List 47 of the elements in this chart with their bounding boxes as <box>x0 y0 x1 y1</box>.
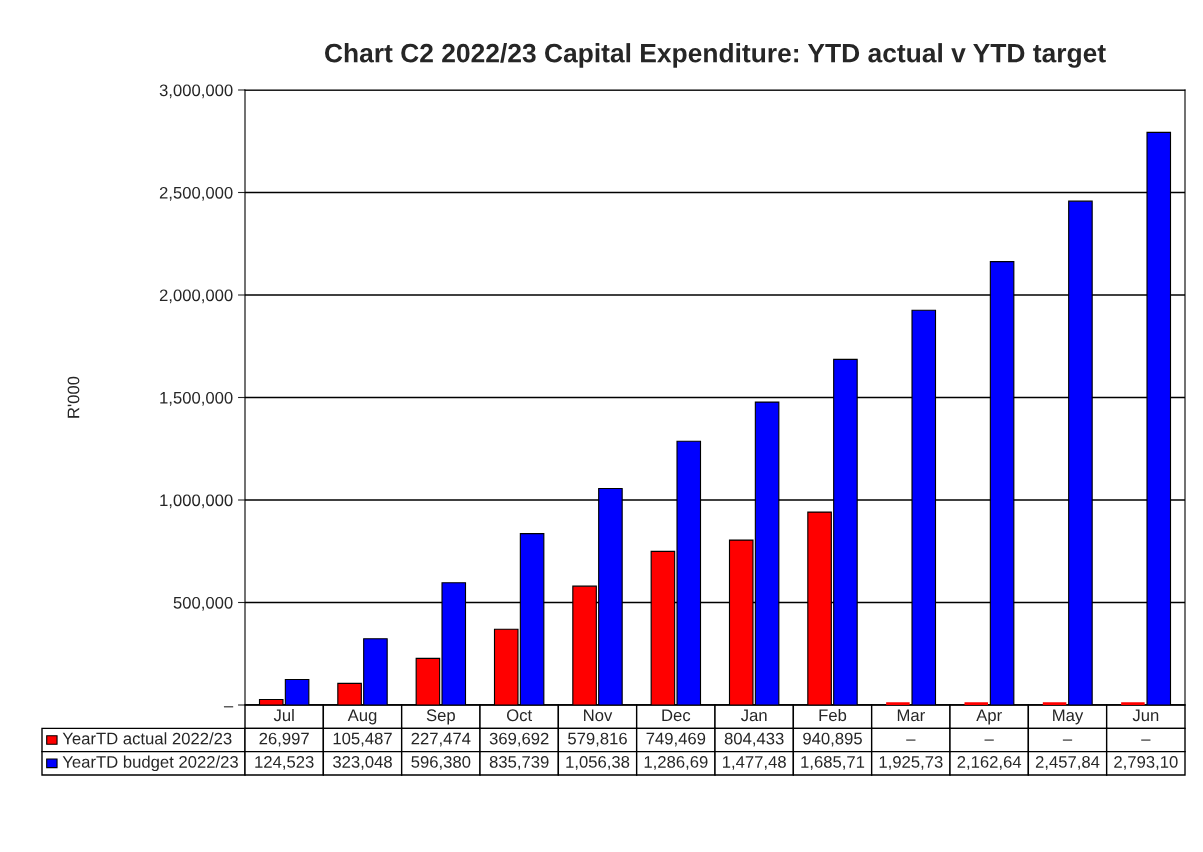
data-label: 940,895 <box>803 732 862 747</box>
y-tick-label: 1,500,000 <box>160 391 233 406</box>
data-label: 124,523 <box>255 756 314 770</box>
y-tick-label: – <box>223 706 234 708</box>
data-label: 596,380 <box>411 756 471 770</box>
x-tick-label: Feb <box>819 708 847 722</box>
y-tick-label: 1,000,000 <box>160 494 233 509</box>
x-tick-label: Dec <box>662 709 691 722</box>
data-label: 1,685,71 <box>801 756 865 770</box>
data-label: – <box>906 739 916 741</box>
data-label: 105,487 <box>333 732 392 747</box>
x-tick-label: Jan <box>740 709 767 722</box>
x-tick-label: Apr <box>976 709 1002 725</box>
data-label: 2,457,84 <box>1035 756 1100 770</box>
y-tick-label: 500,000 <box>173 596 233 611</box>
data-label: 579,816 <box>568 732 627 747</box>
data-label: 835,739 <box>489 756 549 770</box>
data-label: – <box>1141 739 1151 741</box>
x-tick-label: Jun <box>1132 709 1159 722</box>
data-label: 1,925,73 <box>879 756 943 770</box>
x-tick-label: Sep <box>426 709 455 725</box>
data-label: 26,997 <box>259 732 309 747</box>
x-tick-label: Jul <box>273 708 294 722</box>
data-label: 804,433 <box>724 732 784 747</box>
data-label: 1,477,48 <box>723 756 786 770</box>
data-label: 1,056,38 <box>566 756 630 770</box>
data-label: – <box>1062 739 1073 741</box>
x-tick-label: Nov <box>584 709 613 722</box>
data-label: 1,286,69 <box>644 756 708 770</box>
x-tick-label: Mar <box>897 709 925 722</box>
data-label: 749,469 <box>646 732 706 747</box>
legend-label: YearTD actual 2022/23 <box>62 732 232 745</box>
x-tick-label: May <box>1053 709 1084 725</box>
x-tick-label: Aug <box>347 709 377 725</box>
y-tick-label: 2,500,000 <box>159 186 233 201</box>
data-label: – <box>984 739 994 741</box>
y-axis-title: R'000 <box>67 376 80 418</box>
chart-title: Chart C2 2022/23 Capital Expenditure: YTD actual v YTD target <box>325 43 1106 68</box>
y-tick-label: 3,000,000 <box>159 84 233 99</box>
x-tick-label: Oct <box>506 709 533 722</box>
data-label: 2,793,10 <box>1114 756 1178 770</box>
data-label: 227,474 <box>411 732 471 747</box>
data-label: 369,692 <box>489 732 549 747</box>
data-label: 323,048 <box>333 756 392 770</box>
data-label: 2,162,64 <box>957 756 1022 770</box>
y-tick-label: 2,000,000 <box>159 289 233 304</box>
legend-label: YearTD budget 2022/23 <box>62 755 238 772</box>
